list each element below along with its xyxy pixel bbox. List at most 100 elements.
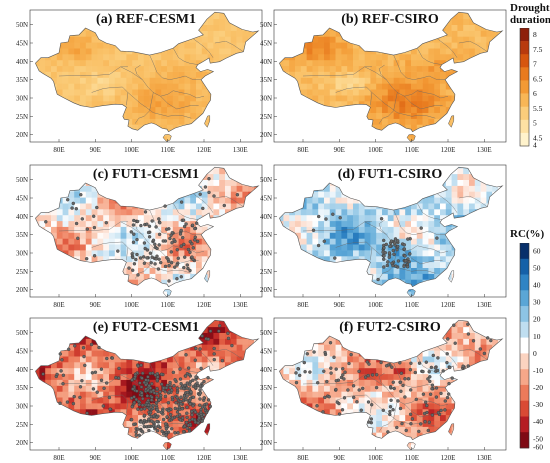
lon-tick-label: 100E <box>368 454 383 462</box>
colorbar-rc-tick: 30 <box>533 298 541 307</box>
lon-tick-label: 110E <box>160 146 175 154</box>
colorbar-rc-tick: -10 <box>533 366 543 375</box>
colorbar-rc-tick: 40 <box>533 281 541 290</box>
colorbar-rc-tick: -30 <box>533 400 543 409</box>
lon-tick-label: 120E <box>197 146 212 154</box>
colorbar-rc-tick: -60 <box>533 443 543 452</box>
colorbar-rc-tick: -40 <box>533 417 543 426</box>
lat-tick-label: 30N <box>260 95 272 103</box>
lat-tick-label: 25N <box>260 421 272 429</box>
colorbar-rc-tick: 10 <box>533 332 541 341</box>
colorbar-duration-swatch <box>520 80 529 93</box>
lat-tick-label: 50N <box>260 21 272 29</box>
lat-tick-label: 30N <box>260 250 272 258</box>
lat-tick-label: 45N <box>16 40 28 48</box>
lat-tick-label: 20N <box>16 286 28 294</box>
lat-tick-label: 35N <box>260 76 272 84</box>
colorbar-duration-scale: 87.576.565.554.54 <box>508 28 550 153</box>
colorbar-rc-swatch <box>520 275 529 291</box>
panel-title: (f) FUT2-CSIRO <box>339 320 441 335</box>
lon-tick-label: 90E <box>90 454 101 462</box>
lat-tick-label: 50N <box>16 329 28 337</box>
lat-tick-label: 20N <box>260 131 272 139</box>
lon-tick-label: 120E <box>441 146 456 154</box>
lon-tick-label: 80E <box>297 454 308 462</box>
lat-tick-label: 40N <box>16 58 28 66</box>
colorbar-rc-swatch <box>520 432 529 448</box>
lon-tick-label: 80E <box>53 146 64 154</box>
lat-tick-label: 45N <box>260 195 272 203</box>
colorbar-rc-swatch <box>520 243 529 259</box>
colorbar-rc-tick: 0 <box>533 349 537 358</box>
colorbar-duration-tick: 7.5 <box>533 45 543 54</box>
lat-tick-label: 35N <box>16 231 28 239</box>
colorbar-rc-swatch <box>520 259 529 275</box>
lat-tick-label: 50N <box>260 176 272 184</box>
colorbar-duration-tick: 7 <box>533 60 537 69</box>
colorbar-rc-swatch <box>520 290 529 306</box>
lat-tick-label: 25N <box>260 268 272 276</box>
lat-tick-label: 45N <box>16 348 28 356</box>
lat-tick-label: 50N <box>260 329 272 337</box>
lon-tick-label: 130E <box>477 454 492 462</box>
colorbar-duration-swatch <box>520 133 529 146</box>
colorbar-rc-tick: 50 <box>533 264 541 273</box>
colorbar-rc-swatch <box>520 306 529 322</box>
lat-tick-label: 25N <box>16 268 28 276</box>
colorbar-duration-swatch <box>520 94 529 107</box>
colorbar-duration-tick: 5.5 <box>533 104 543 113</box>
lat-tick-label: 20N <box>260 286 272 294</box>
colorbar-duration-tick: 6.5 <box>533 74 543 83</box>
lat-tick-label: 30N <box>16 95 28 103</box>
lat-tick-label: 50N <box>16 21 28 29</box>
lat-tick-label: 25N <box>260 113 272 121</box>
colorbar-duration-swatch <box>520 41 529 54</box>
colorbar-rc-tick: 60 <box>533 246 541 255</box>
colorbar-duration-tick: 8 <box>533 30 537 39</box>
colorbar-rc-swatch <box>520 401 529 417</box>
colorbar-duration-swatch <box>520 67 529 80</box>
lat-tick-label: 35N <box>260 384 272 392</box>
lat-tick-label: 40N <box>16 366 28 374</box>
lat-tick-label: 20N <box>260 439 272 447</box>
colorbar-duration-swatch <box>520 28 529 41</box>
lat-tick-label: 45N <box>260 348 272 356</box>
lon-tick-label: 100E <box>368 146 383 154</box>
colorbar-rc-swatch <box>520 353 529 369</box>
lat-tick-label: 40N <box>260 213 272 221</box>
lon-tick-label: 80E <box>297 146 308 154</box>
lat-tick-label: 30N <box>260 403 272 411</box>
colorbar-rc-tick: 20 <box>533 315 541 324</box>
colorbar-duration-tick: 4 <box>533 141 537 150</box>
lon-tick-label: 90E <box>334 146 345 154</box>
colorbar-duration-swatch <box>520 120 529 133</box>
lat-tick-label: 40N <box>16 213 28 221</box>
lat-tick-label: 25N <box>16 421 28 429</box>
lon-tick-label: 90E <box>90 146 101 154</box>
lon-tick-label: 100E <box>124 146 139 154</box>
colorbar-duration-title: Drought duration <box>510 2 550 26</box>
colorbar-duration-tick: 5 <box>533 119 537 128</box>
colorbar-duration-swatch <box>520 107 529 120</box>
lat-tick-label: 25N <box>16 113 28 121</box>
lon-tick-label: 110E <box>160 454 175 462</box>
lat-tick-label: 40N <box>260 58 272 66</box>
lon-tick-label: 120E <box>197 454 212 462</box>
lon-tick-label: 80E <box>53 454 64 462</box>
lat-tick-label: 20N <box>16 131 28 139</box>
lon-tick-label: 130E <box>477 146 492 154</box>
colorbar-rc-swatch <box>520 417 529 433</box>
panel-title: (a) REF-CESM1 <box>96 12 196 27</box>
colorbar-rc-swatch <box>520 322 529 338</box>
panel-title: (c) FUT1-CESM1 <box>93 167 199 182</box>
colorbar-rc-tick: -20 <box>533 383 543 392</box>
